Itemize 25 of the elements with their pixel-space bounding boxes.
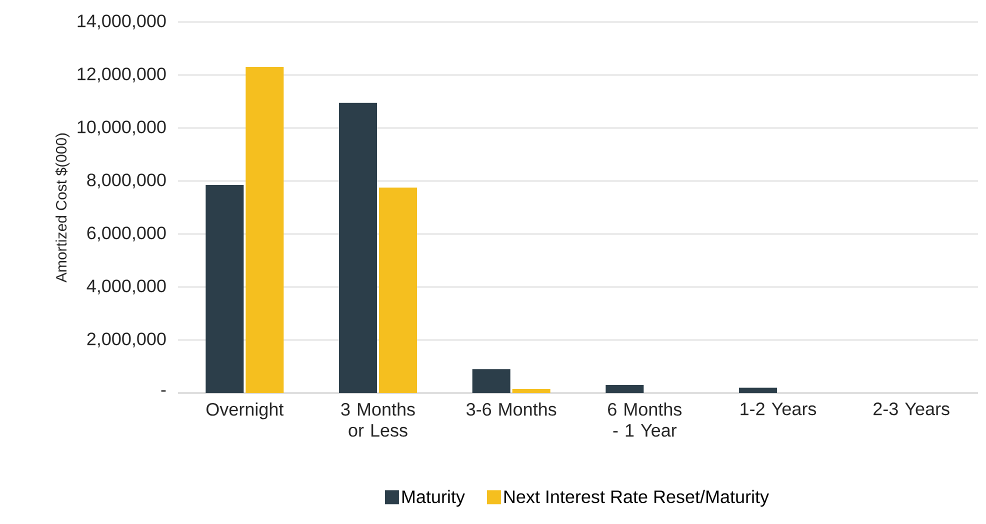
x-tick-label: Overnight [206, 402, 284, 420]
y-tick-label: 6,000,000 [87, 226, 166, 242]
y-tick-label: 4,000,000 [86, 280, 166, 294]
legend-label: Maturity [402, 490, 465, 507]
y-tick-label: 12,000,000 [78, 68, 166, 82]
bar [472, 369, 510, 393]
y-tick-label: 2,000,000 [87, 332, 166, 348]
bar [379, 188, 417, 393]
y-tick-label: 10,000,000 [78, 120, 166, 136]
y-axis-title: Amortized Cost $(000) [55, 133, 70, 282]
x-tick-label: 3-6 Months [466, 402, 556, 416]
x-tick-label: 6 Months - 1 Year [608, 402, 682, 437]
bar [246, 67, 284, 393]
y-tick-label: 14,000,000 [78, 14, 166, 30]
y-tick-label: 8,000,000 [87, 174, 166, 188]
bar [512, 389, 550, 393]
y-tick-label: - [161, 390, 166, 392]
bar [606, 385, 644, 393]
x-tick-label: 2-3 Years [874, 402, 950, 416]
bar [739, 388, 778, 393]
x-tick-label: 3 Months or Less [341, 402, 415, 437]
x-tick-label: 1-2 Years [740, 402, 816, 416]
bar [206, 184, 244, 393]
bar [339, 102, 378, 393]
legend-label: Next Interest Rate Reset/Maturity [504, 490, 769, 507]
